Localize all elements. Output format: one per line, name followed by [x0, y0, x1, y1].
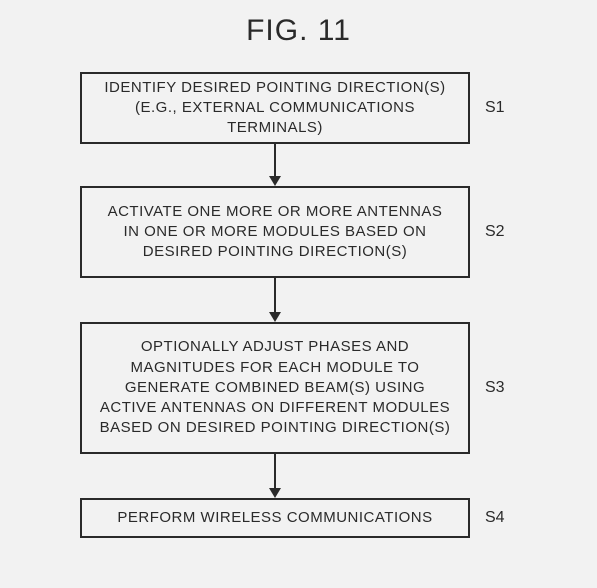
label-s2: S2	[485, 223, 505, 241]
flowchart-canvas: FIG. 11 IDENTIFY DESIRED POINTING DIRECT…	[0, 0, 597, 588]
edge-s2-s3-head	[269, 312, 281, 322]
figure-title: FIG. 11	[0, 14, 597, 48]
label-s3: S3	[485, 379, 505, 397]
label-s1: S1	[485, 99, 505, 117]
edge-s3-s4-head	[269, 488, 281, 498]
node-s4: PERFORM WIRELESS COMMUNICATIONS	[80, 498, 470, 538]
label-s4: S4	[485, 509, 505, 527]
edge-s3-s4-line	[274, 454, 276, 488]
node-s3-text: OPTIONALLY ADJUST PHASES AND MAGNITUDES …	[98, 337, 452, 438]
node-s3: OPTIONALLY ADJUST PHASES AND MAGNITUDES …	[80, 322, 470, 454]
edge-s1-s2-line	[274, 144, 276, 176]
node-s2: ACTIVATE ONE MORE OR MORE ANTENNAS IN ON…	[80, 186, 470, 278]
node-s4-text: PERFORM WIRELESS COMMUNICATIONS	[117, 508, 432, 528]
node-s1: IDENTIFY DESIRED POINTING DIRECTION(S) (…	[80, 72, 470, 144]
node-s2-text: ACTIVATE ONE MORE OR MORE ANTENNAS IN ON…	[98, 202, 452, 263]
edge-s2-s3-line	[274, 278, 276, 312]
node-s1-text: IDENTIFY DESIRED POINTING DIRECTION(S) (…	[98, 78, 452, 139]
edge-s1-s2-head	[269, 176, 281, 186]
